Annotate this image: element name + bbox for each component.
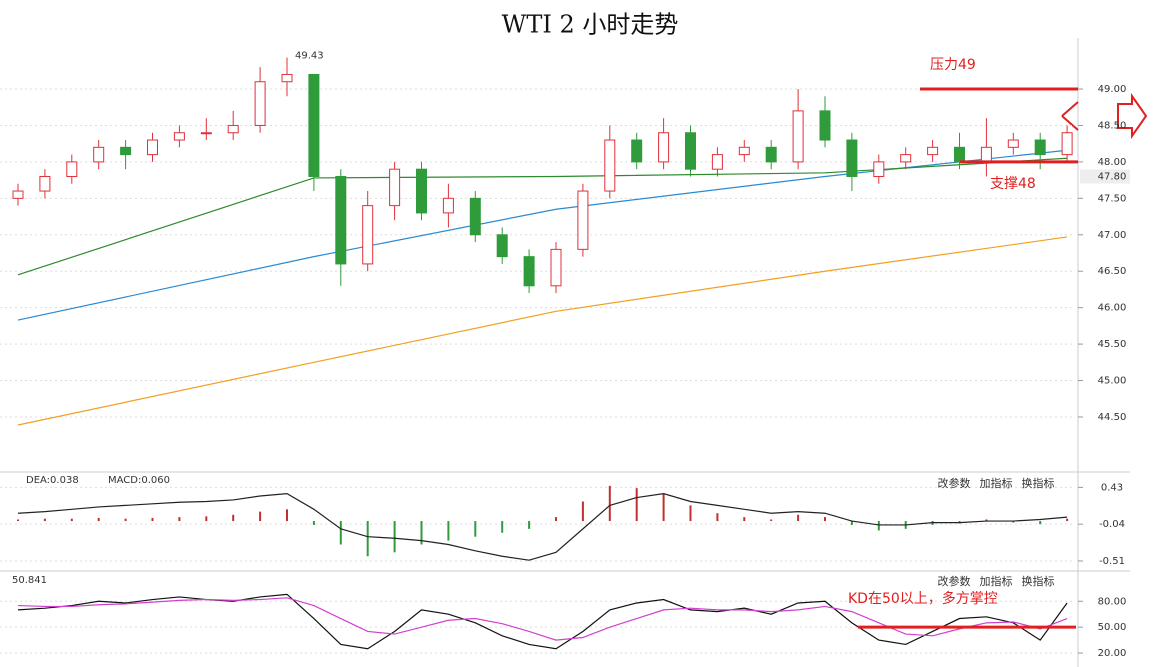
indicator-label: DEA:0.038 bbox=[26, 475, 79, 486]
y-tick-label: 20.00 bbox=[1098, 648, 1127, 659]
indicator-label: 50.841 bbox=[12, 575, 47, 586]
candle-body bbox=[819, 110, 831, 141]
y-tick-label: 48.50 bbox=[1098, 120, 1127, 131]
candle-body bbox=[765, 146, 777, 163]
y-tick-label: 47.50 bbox=[1098, 193, 1127, 204]
candle-body bbox=[416, 168, 427, 214]
candle-body bbox=[711, 154, 723, 170]
y-tick-label: -0.51 bbox=[1099, 556, 1125, 567]
candle-body bbox=[66, 161, 78, 177]
y-tick-label: 48.00 bbox=[1098, 157, 1127, 168]
chart-title: WTI 2 小时走势 bbox=[502, 11, 679, 39]
candle-body bbox=[900, 154, 912, 163]
candle-body bbox=[147, 139, 158, 156]
y-tick-label: 45.50 bbox=[1098, 339, 1127, 350]
y-tick-label: 80.00 bbox=[1098, 596, 1127, 607]
y-tick-label: 47.00 bbox=[1098, 230, 1127, 241]
toolbar-button[interactable]: 加指标 bbox=[980, 476, 1013, 490]
candle-body bbox=[442, 197, 454, 214]
candle-body bbox=[658, 132, 670, 163]
candle-body bbox=[927, 146, 939, 156]
y-tick-label: 45.00 bbox=[1098, 376, 1127, 387]
candle-body bbox=[173, 132, 185, 141]
candle-body bbox=[954, 146, 965, 163]
arrow-icon bbox=[1061, 101, 1079, 131]
arrow-icon bbox=[1117, 92, 1148, 140]
indicator-label: MACD:0.060 bbox=[108, 475, 170, 486]
y-tick-label: 0.43 bbox=[1101, 482, 1123, 493]
candle-body bbox=[631, 139, 643, 163]
y-tick-label: 49.00 bbox=[1098, 84, 1127, 95]
candle-body bbox=[1061, 132, 1073, 156]
candle-body bbox=[389, 168, 401, 207]
candle-body bbox=[846, 139, 858, 177]
candle-body bbox=[738, 146, 750, 156]
toolbar-button[interactable]: 换指标 bbox=[1022, 574, 1055, 588]
candle-body bbox=[39, 175, 51, 192]
candle-body bbox=[281, 73, 293, 83]
candle-body bbox=[792, 110, 804, 163]
annotation: 支撑48 bbox=[990, 176, 1036, 192]
toolbar-button[interactable]: 加指标 bbox=[980, 574, 1013, 588]
candle-body bbox=[873, 161, 885, 177]
candle-body bbox=[335, 175, 347, 265]
price-tag-bg bbox=[1080, 169, 1130, 184]
indicator-line bbox=[17, 236, 1068, 426]
y-tick-label: 46.50 bbox=[1098, 266, 1127, 277]
annotation: KD在50以上，多方掌控 bbox=[848, 590, 998, 607]
y-tick-label: -0.04 bbox=[1099, 519, 1125, 530]
y-tick-label: 46.00 bbox=[1098, 303, 1127, 314]
candle-body bbox=[496, 234, 508, 258]
candle-body bbox=[550, 248, 562, 287]
candle-body bbox=[577, 190, 589, 250]
candle-body bbox=[254, 81, 266, 126]
indicator-line bbox=[17, 493, 1068, 561]
candle-body bbox=[1007, 139, 1019, 148]
toolbar-button[interactable]: 改参数 bbox=[938, 476, 971, 490]
candle-body bbox=[469, 197, 481, 236]
candle-body bbox=[362, 205, 374, 265]
candle-body bbox=[93, 146, 105, 163]
toolbar-button[interactable]: 改参数 bbox=[938, 574, 971, 588]
peak-label: 49.43 bbox=[295, 51, 324, 62]
candle-body bbox=[227, 124, 239, 134]
y-tick-label: 44.50 bbox=[1098, 412, 1127, 423]
candle-body bbox=[604, 139, 616, 192]
candle-body bbox=[1034, 139, 1046, 156]
candle-body bbox=[523, 256, 535, 287]
y-tick-label: 50.00 bbox=[1098, 622, 1127, 633]
annotation: 压力49 bbox=[930, 57, 976, 73]
price-tag: 47.80 bbox=[1098, 171, 1127, 182]
candle-body bbox=[980, 146, 992, 163]
candle-body bbox=[308, 73, 320, 177]
toolbar-button[interactable]: 换指标 bbox=[1022, 476, 1055, 490]
indicator-line bbox=[17, 157, 1068, 276]
candle-body bbox=[200, 132, 212, 135]
candle-body bbox=[12, 190, 24, 199]
candle-body bbox=[120, 146, 132, 156]
indicator-line bbox=[17, 593, 1068, 650]
candle-body bbox=[685, 132, 696, 170]
